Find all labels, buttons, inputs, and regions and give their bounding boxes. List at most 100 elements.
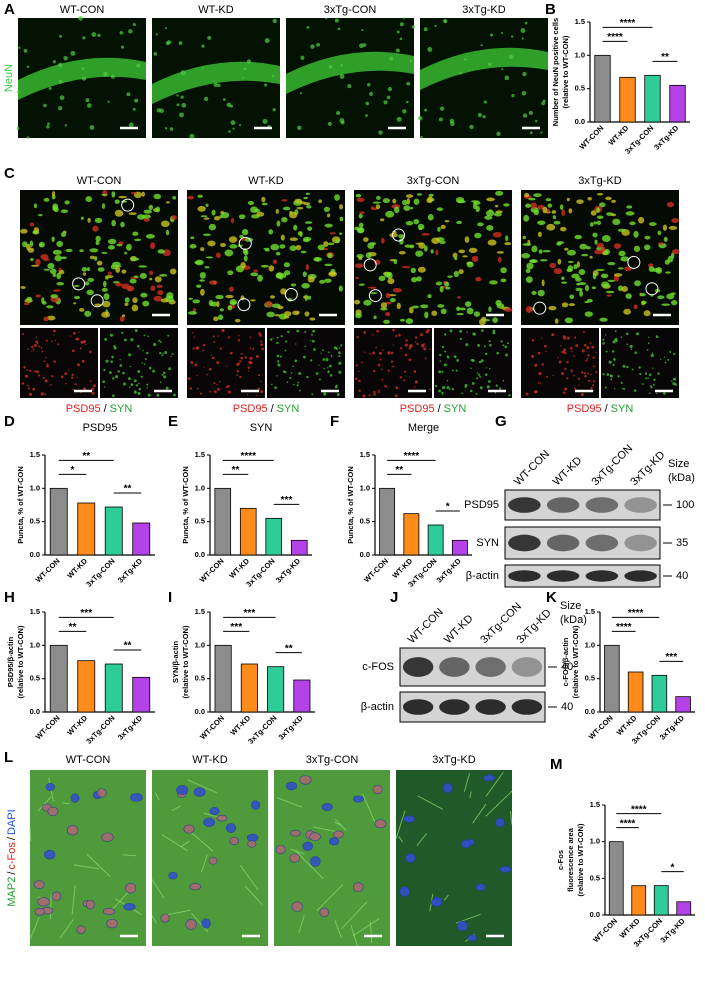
puncta — [327, 213, 331, 218]
bar — [214, 487, 232, 556]
puncta — [612, 218, 621, 226]
puncta — [583, 372, 586, 375]
cell — [47, 122, 50, 126]
puncta — [214, 215, 221, 221]
x-tick-label: 3xTg-KD — [116, 556, 145, 585]
x-tick-label: 3xTg-KD — [116, 713, 145, 742]
nucleus — [101, 832, 114, 842]
cell — [46, 125, 50, 129]
puncta — [584, 300, 590, 303]
cell — [327, 121, 332, 126]
bar — [290, 539, 308, 556]
puncta — [115, 266, 121, 273]
puncta — [284, 270, 291, 276]
size-title: Size — [668, 458, 689, 470]
puncta — [417, 266, 426, 273]
puncta — [94, 217, 103, 224]
bar — [104, 663, 123, 713]
puncta — [56, 281, 65, 286]
puncta — [105, 275, 114, 279]
puncta — [647, 342, 650, 345]
puncta — [38, 345, 41, 348]
puncta — [529, 259, 538, 264]
puncta — [618, 250, 626, 257]
puncta — [614, 388, 616, 390]
puncta — [437, 226, 441, 232]
puncta — [382, 198, 390, 204]
highlight-circle — [363, 258, 377, 272]
puncta — [639, 292, 646, 297]
puncta — [398, 333, 401, 337]
puncta — [187, 195, 194, 200]
puncta — [195, 346, 199, 350]
puncta — [533, 390, 537, 394]
dendrite — [164, 909, 192, 916]
puncta — [358, 283, 365, 286]
puncta — [317, 244, 325, 251]
bar — [214, 644, 232, 713]
cell — [316, 42, 321, 47]
cell — [207, 35, 212, 40]
puncta — [187, 311, 197, 315]
nucleus — [430, 898, 443, 907]
puncta — [612, 340, 616, 344]
puncta — [102, 300, 111, 308]
puncta — [477, 222, 484, 227]
puncta — [34, 370, 37, 373]
puncta — [424, 357, 427, 360]
puncta — [477, 373, 481, 376]
stain-psd95: PSD95 — [233, 403, 268, 415]
puncta — [85, 343, 87, 346]
puncta — [423, 245, 428, 252]
puncta — [626, 365, 629, 369]
puncta — [663, 356, 666, 358]
puncta — [545, 198, 552, 202]
puncta — [148, 204, 154, 211]
puncta — [229, 286, 234, 292]
puncta — [236, 370, 239, 373]
y-tick-label: 0.0 — [585, 707, 595, 716]
cell — [361, 28, 364, 32]
puncta — [376, 329, 379, 333]
bar — [627, 671, 644, 713]
cell — [378, 130, 383, 135]
puncta — [203, 366, 205, 368]
puncta — [197, 194, 203, 198]
puncta — [141, 191, 146, 197]
puncta — [625, 211, 635, 216]
puncta — [528, 197, 536, 201]
puncta — [590, 210, 597, 216]
dendrite — [73, 864, 100, 870]
puncta — [76, 376, 79, 379]
puncta — [145, 234, 155, 239]
puncta — [424, 311, 429, 319]
puncta — [570, 369, 573, 372]
puncta — [466, 331, 468, 333]
cell — [399, 37, 403, 41]
puncta — [392, 328, 395, 332]
puncta — [622, 364, 626, 368]
band — [439, 657, 470, 677]
image-title: WT-KD — [248, 175, 283, 187]
highlight-circle — [90, 294, 104, 308]
puncta — [355, 377, 358, 381]
panel-letter: C — [4, 165, 15, 182]
significance-label: *** — [230, 622, 242, 633]
puncta — [157, 249, 165, 254]
puncta — [438, 370, 442, 374]
puncta — [239, 360, 242, 363]
cell — [480, 44, 483, 47]
puncta — [127, 377, 131, 381]
bar — [594, 54, 611, 123]
nucleus — [467, 934, 478, 942]
puncta — [124, 251, 128, 255]
puncta — [453, 270, 459, 278]
cell — [339, 74, 345, 79]
puncta — [143, 209, 152, 214]
puncta — [492, 331, 496, 335]
puncta — [261, 347, 265, 351]
puncta — [566, 377, 569, 380]
puncta — [250, 272, 259, 277]
puncta — [111, 191, 116, 198]
x-tick-label: WT-CON — [34, 713, 62, 741]
